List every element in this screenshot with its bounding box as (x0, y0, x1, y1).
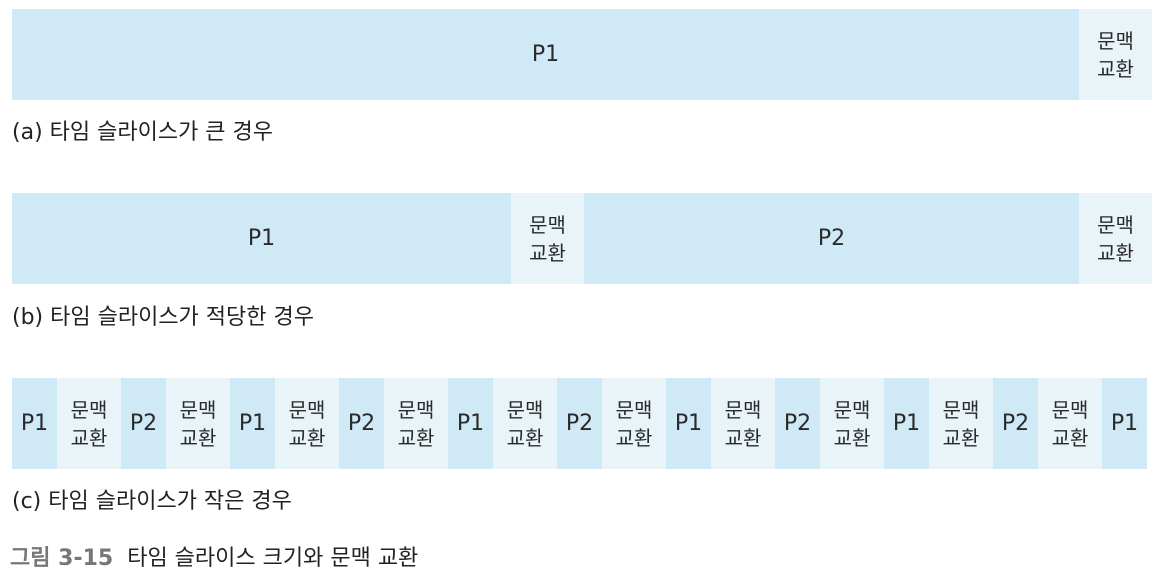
process-label: P2 (783, 410, 812, 436)
context-switch-block: 문맥 교환 (384, 378, 448, 469)
process-label: P1 (456, 410, 485, 436)
context-switch-block: 문맥 교환 (1079, 193, 1152, 284)
process-block: P2 (584, 193, 1079, 284)
context-switch-block: 문맥 교환 (602, 378, 666, 469)
context-switch-block: 문맥 교환 (820, 378, 884, 469)
timeline-row-a: P1 문맥 교환 (12, 9, 1152, 100)
context-switch-label: 문맥 교환 (529, 212, 566, 265)
process-block: P2 (775, 378, 820, 469)
process-block: P1 (12, 378, 57, 469)
context-switch-block: 문맥 교환 (275, 378, 339, 469)
caption-b: (b) 타임 슬라이스가 적당한 경우 (12, 305, 314, 330)
process-block: P1 (12, 193, 511, 284)
context-switch-label: 문맥 교환 (942, 397, 980, 450)
process-block: P1 (666, 378, 711, 469)
context-switch-block: 문맥 교환 (511, 193, 584, 284)
context-switch-label: 문맥 교환 (70, 397, 108, 450)
context-switch-block: 문맥 교환 (57, 378, 121, 469)
process-label: P2 (817, 225, 846, 251)
context-switch-label: 문맥 교환 (724, 397, 762, 450)
caption-c: (c) 타임 슬라이스가 작은 경우 (12, 489, 292, 514)
context-switch-block: 문맥 교환 (1038, 378, 1102, 469)
process-label: P2 (347, 410, 376, 436)
process-label: P1 (238, 410, 267, 436)
process-label: P2 (1001, 410, 1030, 436)
process-block: P2 (121, 378, 166, 469)
process-label: P1 (531, 41, 560, 67)
process-label: P1 (1110, 410, 1139, 436)
process-label: P1 (20, 410, 49, 436)
figure-number: 그림 3-15 (10, 546, 114, 571)
process-label: P1 (892, 410, 921, 436)
context-switch-block: 문맥 교환 (1079, 9, 1152, 100)
context-switch-label: 문맥 교환 (1051, 397, 1089, 450)
process-block: P1 (1102, 378, 1147, 469)
context-switch-block: 문맥 교환 (166, 378, 230, 469)
process-label: P2 (565, 410, 594, 436)
process-label: P1 (674, 410, 703, 436)
figure-title: 타임 슬라이스 크기와 문맥 교환 (127, 546, 419, 571)
context-switch-label: 문맥 교환 (1097, 212, 1134, 265)
process-block: P2 (993, 378, 1038, 469)
context-switch-label: 문맥 교환 (506, 397, 544, 450)
process-block: P1 (12, 9, 1079, 100)
process-block: P1 (230, 378, 275, 469)
context-switch-block: 문맥 교환 (929, 378, 993, 469)
process-label: P2 (129, 410, 158, 436)
context-switch-block: 문맥 교환 (711, 378, 775, 469)
process-block: P1 (448, 378, 493, 469)
process-block: P2 (557, 378, 602, 469)
context-switch-label: 문맥 교환 (288, 397, 326, 450)
figure-caption: 그림 3-15 타임 슬라이스 크기와 문맥 교환 (10, 540, 418, 572)
process-block: P1 (884, 378, 929, 469)
context-switch-label: 문맥 교환 (833, 397, 871, 450)
context-switch-label: 문맥 교환 (1097, 28, 1134, 81)
context-switch-label: 문맥 교환 (179, 397, 217, 450)
caption-a: (a) 타임 슬라이스가 큰 경우 (12, 120, 274, 145)
context-switch-label: 문맥 교환 (397, 397, 435, 450)
context-switch-block: 문맥 교환 (493, 378, 557, 469)
timeline-row-b: P1 문맥 교환 P2 문맥 교환 (12, 193, 1152, 284)
process-label: P1 (247, 225, 276, 251)
context-switch-label: 문맥 교환 (615, 397, 653, 450)
timeline-row-c: P1 문맥 교환 P2 문맥 교환 P1 문맥 교환 P2 문맥 교환 P1 문맥 교환 P2 문맥 교환 P1 문맥… (12, 378, 1152, 469)
process-block: P2 (339, 378, 384, 469)
